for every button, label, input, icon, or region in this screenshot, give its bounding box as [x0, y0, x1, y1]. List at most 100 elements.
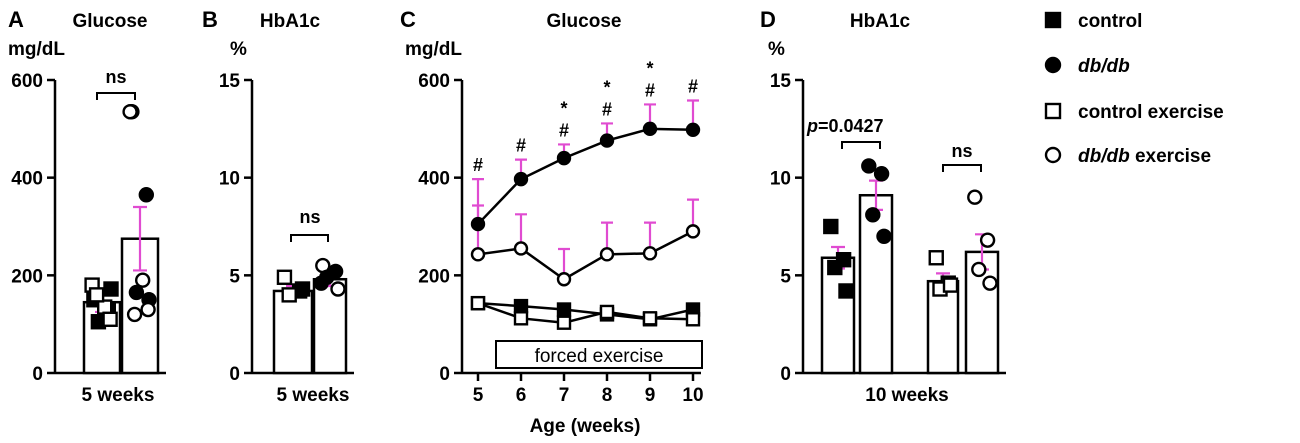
error-bar [133, 205, 147, 272]
significance-mark: # [688, 77, 698, 97]
y-tick-label: 5 [780, 266, 791, 287]
y-tick-label: 600 [11, 71, 43, 92]
data-point [928, 250, 944, 266]
significance-label: ns [299, 207, 320, 227]
x-axis-label: 10 weeks [865, 385, 948, 406]
data-point [642, 246, 658, 261]
data-point [126, 306, 143, 323]
legend-marker [1044, 56, 1062, 74]
significance-mark: # [516, 136, 526, 156]
data-point [513, 171, 529, 187]
data-point [642, 121, 658, 137]
panel-label: B [202, 7, 218, 32]
panel-title: Glucose [547, 11, 622, 32]
panel-d: 0 5 10 15 D HbA1c% 10 weeks p=0.0427 ns [760, 7, 1006, 406]
legend-marker [1044, 146, 1062, 164]
forced-exercise-box [495, 340, 703, 369]
y-tick-label: 0 [780, 364, 791, 385]
x-axis-label: 5 weeks [82, 385, 155, 406]
data-point [102, 311, 118, 327]
y-tick-label: 0 [32, 364, 43, 385]
significance-label: ns [951, 141, 972, 161]
data-point [122, 104, 138, 120]
data-point [971, 261, 987, 278]
significance-mark: * [603, 77, 610, 97]
y-tick-label: 5 [229, 266, 240, 287]
data-point [982, 275, 998, 291]
legend-label-italic: db/db [1078, 146, 1130, 167]
series-line-db-db [477, 127, 694, 225]
y-tick-label: 10 [219, 169, 240, 190]
y-tick-label: 0 [229, 364, 240, 385]
data-point [599, 304, 615, 320]
panel-title: Glucose [73, 11, 148, 32]
data-point [513, 298, 529, 314]
significance-bracket [290, 234, 329, 242]
legend-label: db/db exercise [1078, 146, 1211, 167]
data-point [556, 302, 572, 317]
data-point [138, 187, 155, 203]
data-point [979, 232, 996, 248]
x-tick-label: 10 [682, 385, 703, 406]
y-tick-label: 400 [418, 169, 450, 190]
data-point [134, 272, 151, 288]
x-tick-label: 6 [516, 385, 527, 406]
data-point [330, 281, 346, 297]
data-point [942, 277, 959, 293]
data-point [642, 311, 658, 326]
panel-b: 0 5 10 15 B HbA1c% 5 weeks ns [202, 7, 354, 406]
y-tick-label: 10 [770, 169, 791, 190]
data-point [140, 301, 156, 318]
data-point [967, 189, 983, 205]
legend-label: control exercise [1078, 102, 1224, 123]
data-point [599, 133, 615, 148]
data-point [513, 241, 529, 256]
panel-title: HbA1c [850, 11, 911, 32]
bar-control [272, 289, 314, 375]
x-tick-label: 7 [559, 385, 570, 406]
y-tick-label: 200 [418, 266, 450, 287]
data-point [685, 312, 701, 327]
x-tick-label: 8 [602, 385, 613, 406]
legend-label: control [1078, 11, 1142, 32]
legend-label: db/db [1078, 56, 1130, 77]
legend-marker [1044, 102, 1062, 120]
p-italic: p [806, 116, 818, 136]
data-point [838, 283, 854, 299]
x-tick-label: 9 [645, 385, 656, 406]
data-point [556, 272, 572, 287]
data-point [823, 218, 839, 235]
y-tick-label: 200 [11, 266, 43, 287]
data-point [128, 284, 145, 301]
data-point [876, 228, 892, 244]
panel-label: A [8, 7, 24, 32]
y-tick-label: 400 [11, 169, 43, 190]
data-point [827, 259, 843, 276]
y-tick-label: 15 [770, 71, 792, 92]
significance-mark: # [602, 99, 612, 119]
p-value-label: p=0.0427 [806, 116, 884, 136]
data-point [556, 315, 572, 330]
significance-mark: # [559, 120, 569, 140]
data-point [281, 287, 297, 303]
panel-label: D [760, 7, 776, 32]
data-point [599, 247, 615, 262]
x-axis-label: 5 weeks [277, 385, 350, 406]
data-point [103, 281, 119, 297]
data-point [865, 207, 881, 223]
y-tick-label: 600 [418, 71, 450, 92]
significance-bracket [942, 164, 982, 172]
x-axis-label: Age (weeks) [530, 416, 641, 437]
panel-c: 0 200 400 600 C Glucose mg/dL 5 6 7 8 9 10 Age (weeks… [400, 7, 704, 437]
y-axis-unit: mg/dL [405, 39, 462, 60]
y-tick-label: 15 [219, 71, 241, 92]
data-point [470, 216, 486, 232]
y-axis-unit: % [230, 39, 247, 60]
forced-exercise-label: forced exercise [535, 346, 664, 367]
y-axis-unit: mg/dL [8, 39, 65, 60]
panel-label: C [400, 7, 416, 32]
panel-title: HbA1c [260, 11, 321, 32]
significance-label: ns [105, 67, 126, 87]
significance-mark: # [473, 155, 483, 175]
